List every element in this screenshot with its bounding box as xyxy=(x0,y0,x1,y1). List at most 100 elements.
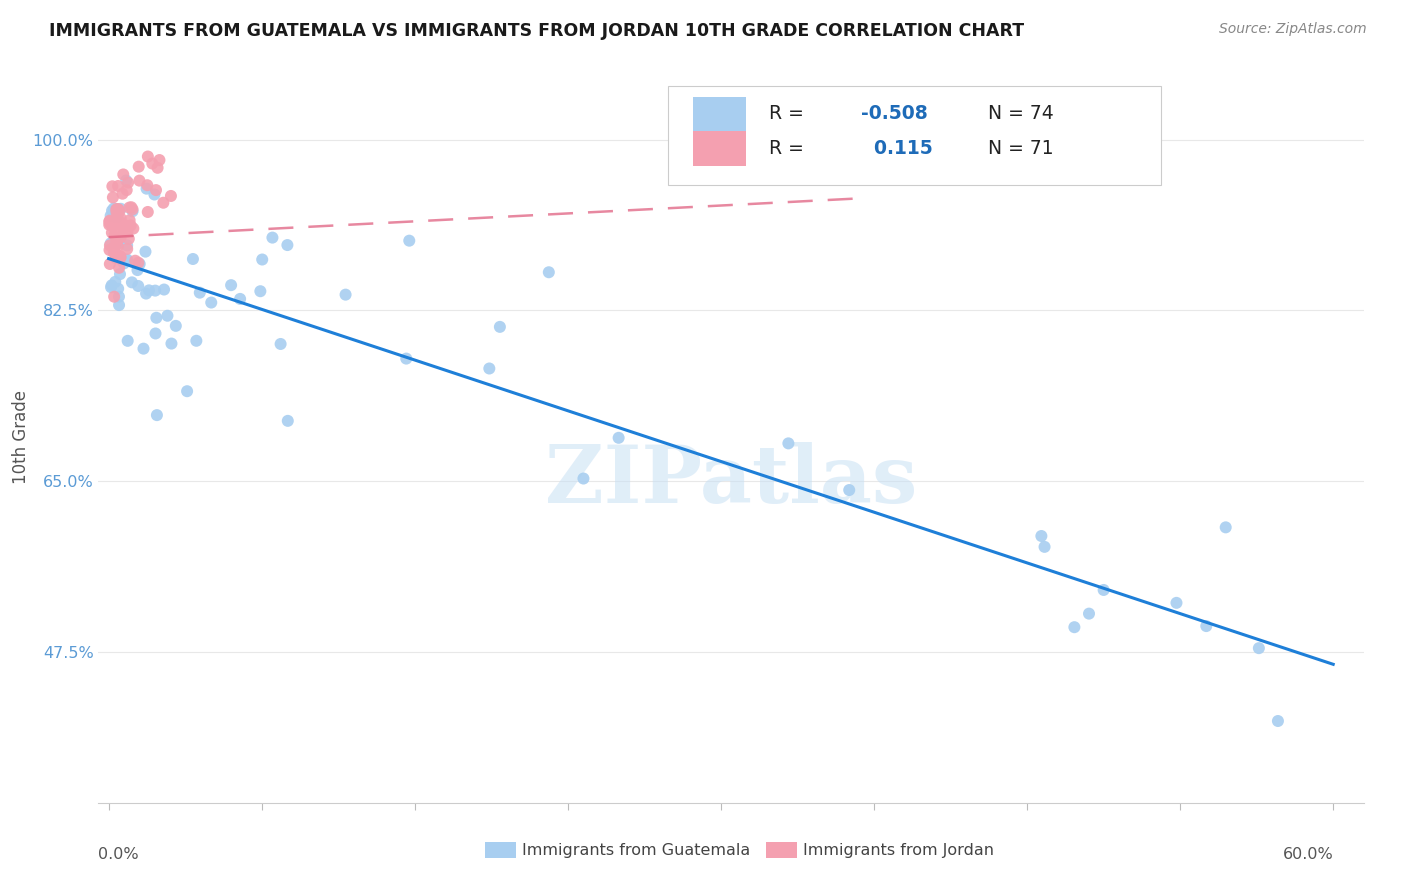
Point xyxy=(105,249,128,263)
Point xyxy=(127,263,149,277)
Point xyxy=(277,414,299,428)
Point xyxy=(136,178,159,193)
Point xyxy=(107,233,129,247)
Point xyxy=(104,240,127,254)
Point xyxy=(103,290,125,304)
Point xyxy=(108,231,131,245)
Point xyxy=(200,295,222,310)
Point xyxy=(1166,596,1188,610)
Text: R =: R = xyxy=(769,103,810,122)
Point xyxy=(127,279,149,293)
Point xyxy=(145,183,167,197)
Point xyxy=(121,204,143,219)
Text: ZIPatlas: ZIPatlas xyxy=(546,442,917,520)
Text: Immigrants from Jordan: Immigrants from Jordan xyxy=(803,843,994,857)
Point xyxy=(276,238,298,252)
Point xyxy=(134,244,156,259)
Point xyxy=(127,256,149,270)
Point xyxy=(143,284,166,298)
Point xyxy=(128,173,150,187)
Point xyxy=(104,275,127,289)
Point xyxy=(103,245,125,260)
Point xyxy=(160,336,183,351)
Point xyxy=(135,182,157,196)
Point xyxy=(108,267,131,281)
Point xyxy=(121,202,143,217)
Point xyxy=(128,160,150,174)
Point xyxy=(115,173,138,187)
Point xyxy=(118,232,141,246)
Point xyxy=(572,471,595,485)
Point xyxy=(152,195,174,210)
Point xyxy=(160,189,183,203)
Point xyxy=(107,249,129,263)
Point xyxy=(120,200,142,214)
Point xyxy=(537,265,560,279)
Point xyxy=(98,238,121,252)
Bar xyxy=(693,97,747,132)
Point xyxy=(110,250,132,264)
Point xyxy=(117,334,139,348)
Point xyxy=(98,213,121,227)
Text: 0.0%: 0.0% xyxy=(98,847,139,862)
Point xyxy=(165,318,187,333)
Point xyxy=(108,298,131,312)
Point xyxy=(105,205,128,219)
Point xyxy=(176,384,198,399)
Point xyxy=(105,233,128,247)
Point xyxy=(110,230,132,244)
Point xyxy=(98,215,121,229)
Point xyxy=(250,252,273,267)
Point xyxy=(1215,520,1237,534)
Point xyxy=(136,149,159,163)
Point xyxy=(111,186,134,201)
Y-axis label: 10th Grade: 10th Grade xyxy=(13,390,31,484)
Text: N = 71: N = 71 xyxy=(988,138,1053,158)
Point xyxy=(249,284,271,298)
Point xyxy=(188,285,211,300)
Point xyxy=(110,202,132,216)
Point xyxy=(108,252,131,266)
Point xyxy=(1267,714,1289,728)
Point xyxy=(1247,641,1270,656)
Text: Source: ZipAtlas.com: Source: ZipAtlas.com xyxy=(1219,22,1367,37)
Point xyxy=(107,239,129,253)
Point xyxy=(181,252,204,266)
Point xyxy=(146,161,169,175)
Text: N = 74: N = 74 xyxy=(988,103,1053,122)
Point xyxy=(108,230,131,244)
Point xyxy=(98,243,121,257)
Point xyxy=(98,217,121,231)
Point xyxy=(105,202,128,216)
Point xyxy=(229,292,252,306)
Point xyxy=(105,209,128,223)
Point xyxy=(138,284,160,298)
Point xyxy=(101,203,124,218)
Point xyxy=(607,431,630,445)
Text: -0.508: -0.508 xyxy=(862,103,928,122)
Point xyxy=(108,260,131,275)
Point xyxy=(115,183,138,197)
Point xyxy=(104,227,127,242)
Point xyxy=(128,257,150,271)
Point xyxy=(107,213,129,227)
Point xyxy=(335,287,357,301)
Point xyxy=(1092,582,1115,597)
Point xyxy=(107,282,129,296)
Point xyxy=(115,242,138,256)
Point xyxy=(1195,619,1218,633)
Point xyxy=(778,436,800,450)
Point xyxy=(118,213,141,227)
Point xyxy=(115,252,138,267)
Point xyxy=(100,278,122,293)
Point xyxy=(135,286,157,301)
Point xyxy=(395,351,418,366)
Point xyxy=(107,179,129,194)
Point xyxy=(98,218,121,232)
Point xyxy=(105,202,128,216)
Point xyxy=(122,221,145,235)
Point xyxy=(100,217,122,231)
Point xyxy=(101,190,124,204)
Point xyxy=(148,153,170,167)
Text: Immigrants from Guatemala: Immigrants from Guatemala xyxy=(522,843,749,857)
